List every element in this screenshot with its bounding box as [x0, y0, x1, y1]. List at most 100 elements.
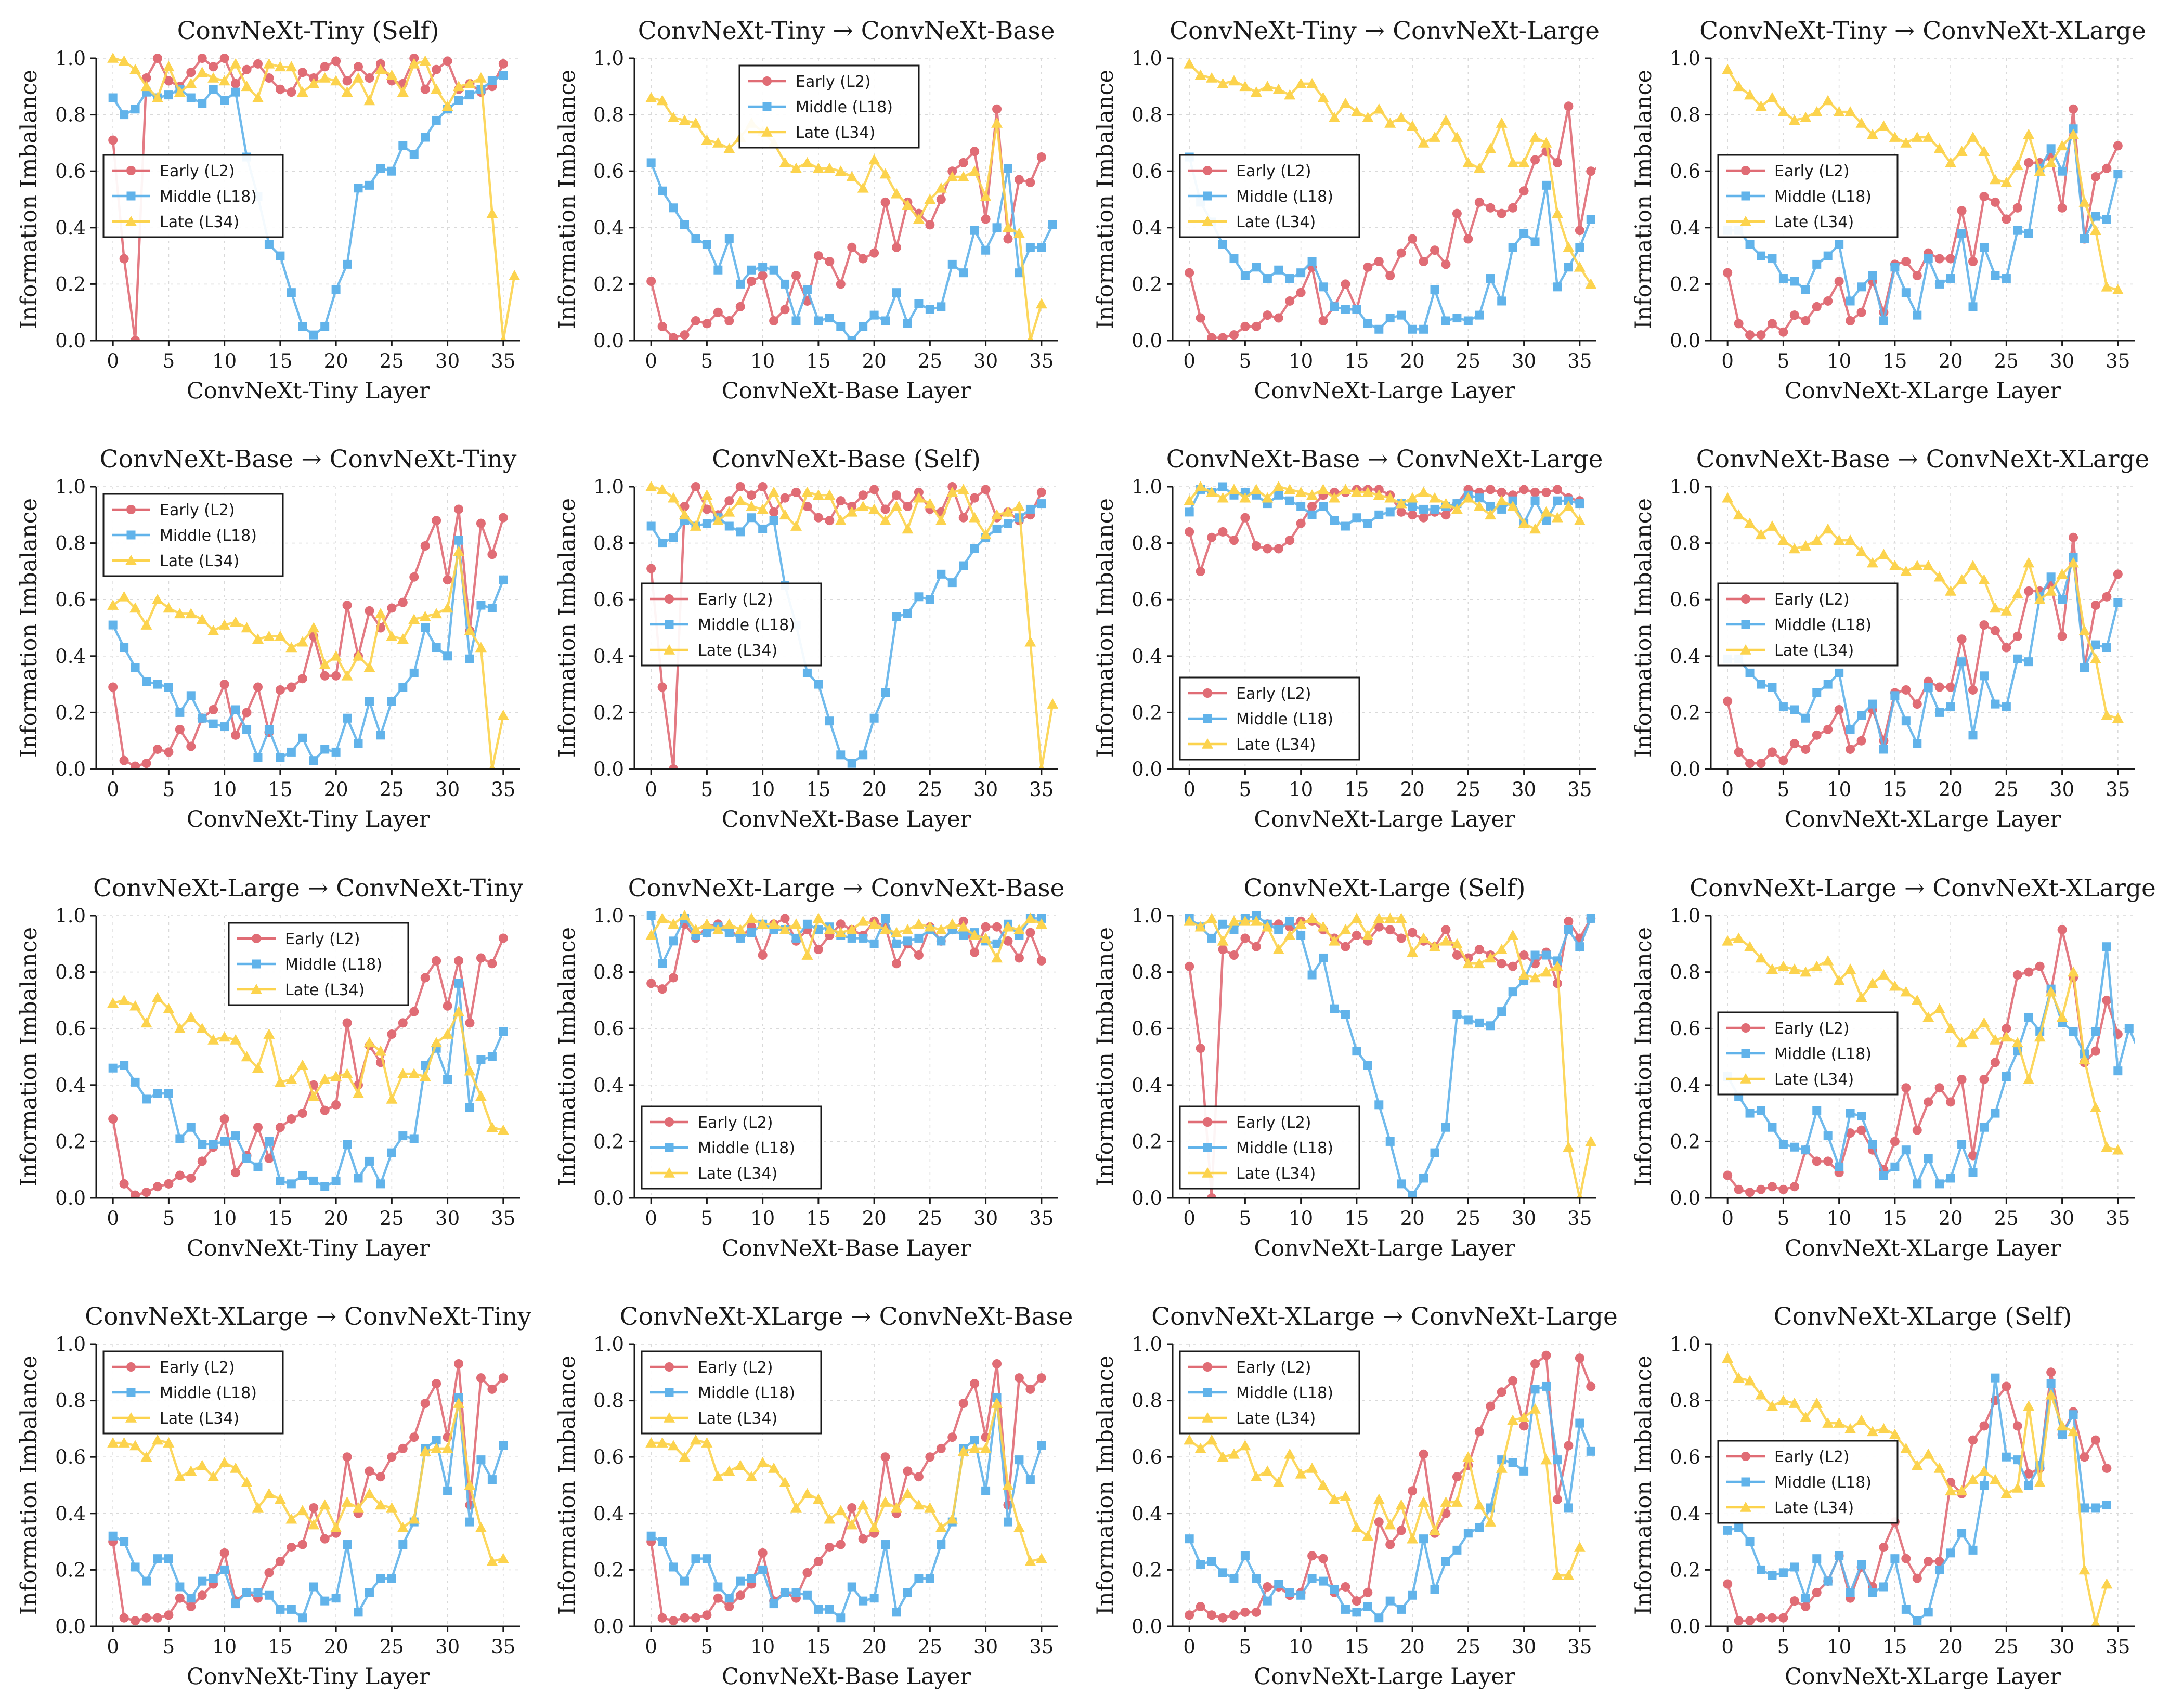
data-point-1 [1745, 1109, 1755, 1118]
data-point-1 [1901, 288, 1911, 297]
legend-marker-1 [1741, 191, 1750, 201]
legend-label-0: Early (L2) [1774, 162, 1850, 180]
data-point-0 [1723, 268, 1733, 278]
data-point-1 [320, 745, 330, 754]
data-point-2 [1800, 112, 1812, 122]
data-point-1 [914, 933, 924, 943]
data-point-2 [1989, 174, 2001, 185]
x-tick-label: 25 [1456, 350, 1480, 372]
data-point-1 [242, 725, 252, 734]
data-point-2 [879, 1496, 891, 1507]
legend: Early (L2)Middle (L18)Late (L34) [1179, 154, 1360, 238]
data-point-1 [443, 651, 452, 661]
data-point-0 [1946, 1097, 1956, 1107]
data-point-2 [241, 622, 253, 633]
data-point-2 [296, 636, 308, 647]
data-point-0 [1957, 206, 1967, 216]
y-tick-label: 1.0 [593, 476, 624, 498]
data-point-1 [2102, 942, 2111, 951]
data-point-1 [847, 759, 856, 768]
data-point-0 [1025, 928, 1035, 937]
data-point-1 [2013, 1455, 2022, 1465]
data-point-2 [1340, 97, 1352, 108]
data-point-0 [1441, 510, 1451, 520]
data-point-0 [1341, 279, 1350, 289]
x-axis-label: ConvNeXt-Base Layer [722, 1235, 971, 1261]
x-tick-label: 5 [163, 1207, 175, 1230]
data-point-0 [691, 316, 700, 325]
data-point-2 [1362, 1530, 1374, 1541]
x-tick-label: 0 [645, 778, 657, 801]
y-tick-label: 0.8 [593, 532, 624, 555]
data-point-0 [769, 507, 779, 517]
data-point-1 [1946, 1548, 1955, 1558]
data-point-1 [1868, 271, 1877, 280]
data-point-1 [1385, 1596, 1395, 1606]
data-point-2 [509, 270, 520, 280]
data-point-0 [1979, 192, 1989, 202]
data-point-0 [813, 513, 823, 523]
y-axis-label: Information Imbalance [1093, 1355, 1119, 1615]
data-point-1 [298, 322, 307, 331]
data-point-0 [780, 493, 790, 503]
data-point-0 [141, 759, 151, 768]
data-point-2 [1722, 1352, 1734, 1363]
y-tick-label: 0.2 [1132, 273, 1162, 295]
data-point-2 [1822, 95, 1834, 106]
data-point-2 [1462, 492, 1474, 503]
data-point-1 [1508, 987, 1517, 997]
data-point-0 [1968, 1435, 1978, 1445]
data-point-2 [1250, 86, 1262, 97]
data-point-2 [969, 512, 981, 523]
subplot-title: ConvNeXt-Tiny → ConvNeXt-Large [1170, 17, 1600, 45]
data-point-2 [2011, 160, 2023, 171]
x-tick-label: 0 [645, 1207, 657, 1230]
data-point-0 [1003, 936, 1013, 946]
data-point-2 [1933, 1462, 1945, 1473]
legend-label-1: Middle (L18) [1236, 710, 1333, 728]
data-point-2 [1529, 132, 1541, 142]
data-point-2 [1866, 977, 1878, 988]
data-point-0 [498, 1373, 508, 1383]
data-point-0 [1318, 1554, 1328, 1563]
x-tick-label: 0 [107, 1207, 119, 1230]
data-point-0 [758, 271, 768, 281]
data-point-0 [1474, 197, 1484, 207]
data-point-1 [398, 1540, 408, 1549]
y-tick-label: 0.8 [1132, 1390, 1162, 1412]
data-point-2 [1989, 602, 2001, 613]
data-point-1 [220, 1137, 229, 1146]
x-tick-label: 10 [1827, 778, 1851, 801]
data-point-1 [1486, 1021, 1495, 1031]
data-point-1 [1979, 243, 1989, 252]
data-point-2 [1866, 1426, 1878, 1437]
data-point-0 [1341, 1582, 1350, 1592]
data-point-2 [1217, 935, 1229, 946]
data-point-2 [701, 1437, 713, 1448]
data-point-1 [153, 680, 162, 689]
data-point-2 [824, 489, 836, 500]
data-point-2 [1451, 1496, 1463, 1507]
x-axis-label: ConvNeXt-Base Layer [722, 1664, 971, 1690]
data-point-1 [409, 668, 419, 677]
data-point-2 [2068, 128, 2080, 139]
data-point-0 [320, 671, 330, 681]
data-point-1 [747, 513, 756, 523]
data-point-2 [341, 1068, 353, 1078]
data-point-2 [1844, 963, 1856, 974]
x-tick-label: 15 [1344, 1207, 1369, 1230]
data-point-2 [475, 1521, 487, 1532]
data-point-2 [486, 1556, 498, 1566]
data-point-0 [409, 572, 419, 582]
data-point-0 [836, 496, 846, 506]
y-tick-label: 0.8 [1670, 532, 1700, 555]
data-point-1 [1419, 1534, 1428, 1544]
legend-label-1: Middle (L18) [160, 1384, 257, 1402]
data-point-2 [1922, 560, 1934, 570]
data-point-1 [1397, 1605, 1406, 1614]
data-point-1 [903, 1588, 912, 1597]
data-point-1 [1857, 282, 1866, 292]
x-tick-label: 35 [1567, 1636, 1592, 1658]
data-point-2 [746, 912, 758, 923]
data-point-2 [690, 117, 701, 128]
